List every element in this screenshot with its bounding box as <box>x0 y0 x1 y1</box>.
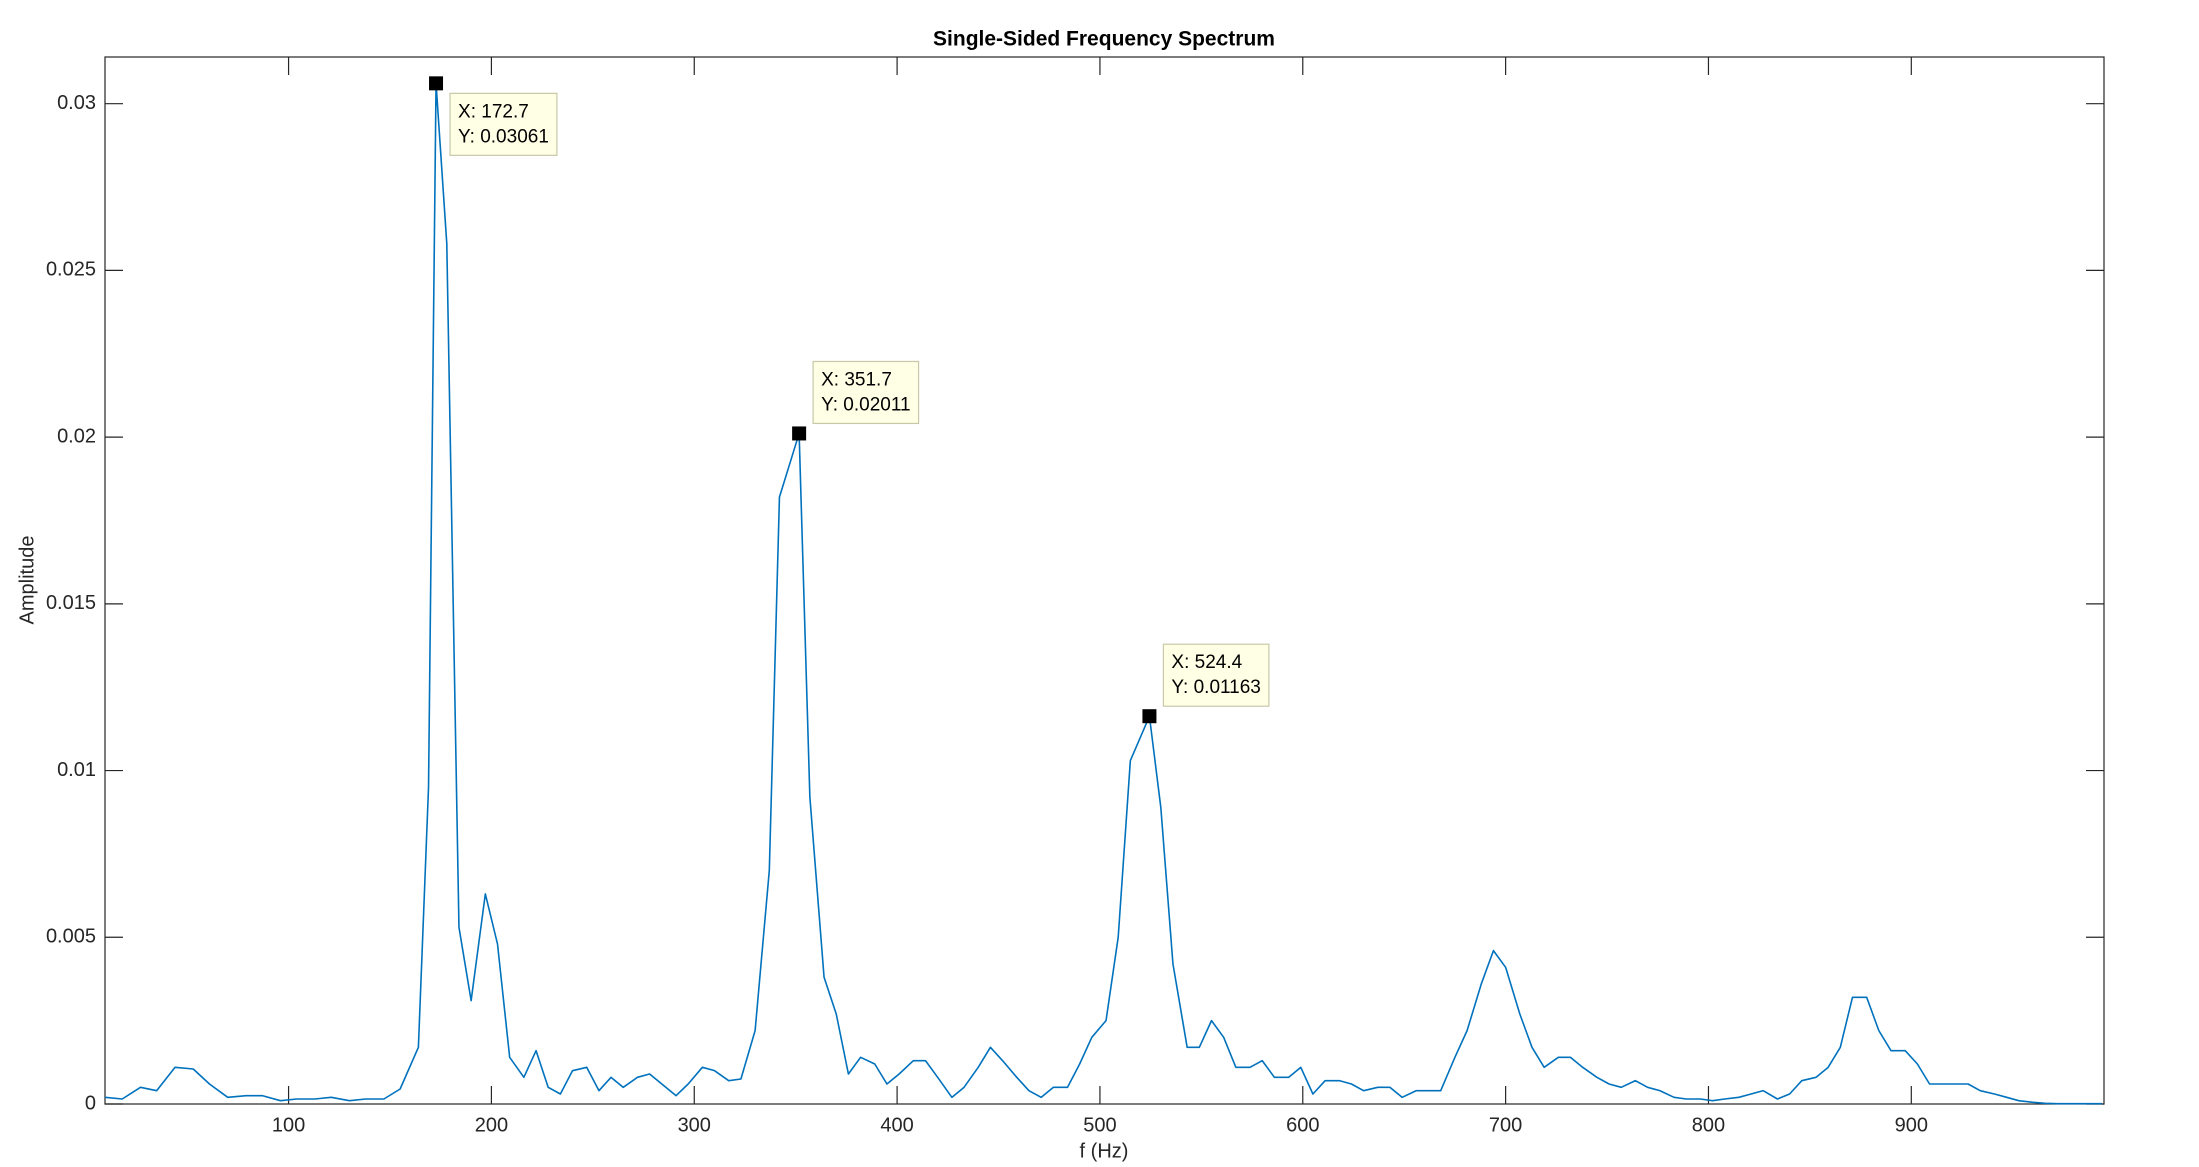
datatip-x: X: 524.4 <box>1171 652 1242 673</box>
y-tick-label: 0.005 <box>46 926 96 948</box>
datatip: X: 351.7 Y: 0.02011 <box>812 360 920 425</box>
plot-area <box>104 56 2105 1105</box>
x-tick-label: 500 <box>1083 1114 1116 1136</box>
x-axis-label: f (Hz) <box>1080 1140 1129 1162</box>
x-tick-label: 200 <box>475 1114 508 1136</box>
x-tick-label: 900 <box>1895 1114 1928 1136</box>
datatip: X: 172.7 Y: 0.03061 <box>449 92 558 156</box>
x-tick-label: 400 <box>880 1114 913 1136</box>
x-tick-label: 100 <box>272 1114 305 1136</box>
y-tick-label: 0 <box>85 1092 96 1114</box>
chart-title: Single-Sided Frequency Spectrum <box>933 28 1275 51</box>
datatip-x: X: 351.7 <box>821 369 892 390</box>
datatip: X: 524.4 Y: 0.01163 <box>1162 643 1270 707</box>
y-tick-label: 0.02 <box>57 425 96 447</box>
datatip-y: Y: 0.02011 <box>821 394 910 415</box>
y-tick-label: 0.025 <box>46 259 96 281</box>
y-axis-label: Amplitude <box>16 536 38 625</box>
datatip-marker <box>429 76 444 91</box>
x-tick-label: 800 <box>1692 1114 1725 1136</box>
line-series <box>104 82 2102 1105</box>
datatip-marker <box>1142 709 1157 724</box>
x-tick-label: 600 <box>1286 1114 1319 1136</box>
datatip-marker <box>792 426 807 441</box>
datatip-box <box>1162 643 1270 707</box>
y-tick-label: 0.01 <box>57 759 96 781</box>
datatip-y: Y: 0.01163 <box>1171 677 1260 698</box>
datatip-y: Y: 0.03061 <box>458 126 549 147</box>
datatip-box <box>449 92 558 156</box>
y-tick-label: 0.03 <box>57 92 96 114</box>
y-tick-label: 0.015 <box>46 592 96 614</box>
x-tick-label: 300 <box>678 1114 711 1136</box>
datatip-box <box>812 360 920 425</box>
datatip-x: X: 172.7 <box>458 101 529 122</box>
x-tick-label: 700 <box>1489 1114 1522 1136</box>
